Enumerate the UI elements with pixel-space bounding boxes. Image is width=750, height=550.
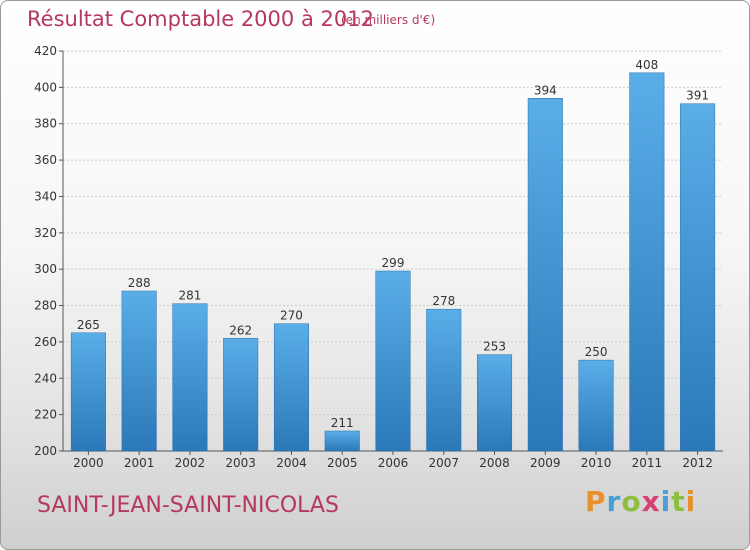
proxiti-logo[interactable]: Proxiti	[585, 485, 696, 518]
x-tick-label: 2006	[378, 456, 409, 470]
bars	[70, 72, 716, 452]
bar	[375, 270, 411, 452]
y-tick-label: 220	[34, 408, 57, 422]
data-label: 281	[178, 289, 201, 303]
bar	[629, 72, 665, 452]
chart-unit-label: (en milliers d'€)	[341, 13, 436, 27]
bar	[578, 359, 614, 452]
y-tick-label: 200	[34, 444, 57, 458]
logo-letter: r	[606, 485, 622, 518]
bar	[426, 308, 462, 452]
y-tick-label: 260	[34, 335, 57, 349]
data-label: 265	[77, 318, 100, 332]
logo-letter: i	[660, 485, 672, 518]
data-label: 262	[229, 323, 252, 337]
chart-title: Résultat Comptable 2000 à 2012	[27, 7, 374, 31]
commune-name: SAINT-JEAN-SAINT-NICOLAS	[37, 493, 339, 518]
bar	[324, 430, 360, 452]
y-tick-label: 340	[34, 189, 57, 203]
bar	[477, 354, 513, 452]
data-label: 391	[686, 89, 709, 103]
logo-letter: t	[671, 485, 686, 518]
data-label: 278	[432, 294, 455, 308]
x-tick-label: 2001	[124, 456, 155, 470]
bar	[70, 332, 106, 452]
bar	[527, 98, 563, 452]
data-label: 270	[280, 309, 303, 323]
logo-letter: x	[641, 485, 661, 518]
x-tick-label: 2011	[632, 456, 663, 470]
y-tick-label: 420	[34, 44, 57, 58]
data-label: 299	[382, 256, 405, 270]
x-tick-label: 2012	[682, 456, 713, 470]
bar	[172, 303, 208, 452]
data-label: 253	[483, 340, 506, 354]
x-tick-label: 2003	[225, 456, 256, 470]
bar	[273, 323, 309, 452]
x-tick-label: 2005	[327, 456, 358, 470]
x-tick-label: 2008	[479, 456, 510, 470]
bar	[680, 103, 716, 452]
y-tick-label: 280	[34, 299, 57, 313]
logo-letter: i	[685, 485, 697, 518]
data-label: 211	[331, 416, 354, 430]
x-tick-label: 2009	[530, 456, 561, 470]
data-label: 288	[128, 276, 151, 290]
x-tick-label: 2000	[73, 456, 104, 470]
x-tick-label: 2004	[276, 456, 307, 470]
bar	[121, 290, 157, 452]
x-tick-label: 2002	[175, 456, 206, 470]
bar	[223, 338, 259, 452]
logo-letter: o	[621, 485, 642, 518]
x-tick-label: 2010	[581, 456, 612, 470]
y-tick-label: 380	[34, 117, 57, 131]
data-label: 394	[534, 83, 557, 97]
y-tick-label: 300	[34, 262, 57, 276]
data-label: 408	[635, 58, 658, 72]
data-label: 250	[585, 345, 608, 359]
y-tick-label: 360	[34, 153, 57, 167]
y-tick-label: 320	[34, 226, 57, 240]
labels: 200 220 240 260 280 300 320 340 360 380 400 420 265 2…	[34, 44, 713, 470]
y-tick-label: 400	[34, 80, 57, 94]
y-tick-label: 240	[34, 371, 57, 385]
x-tick-label: 2007	[428, 456, 459, 470]
logo-letter: P	[585, 485, 607, 518]
